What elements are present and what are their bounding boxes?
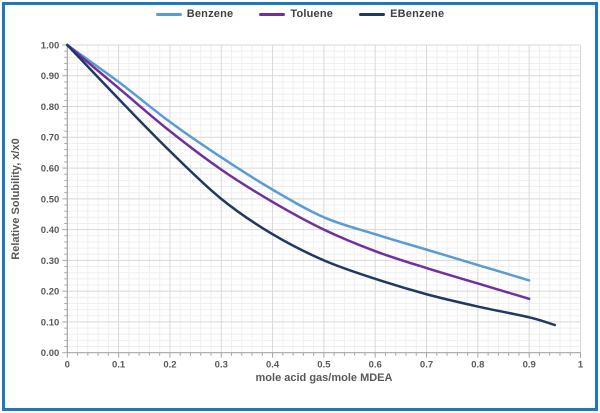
- x-tick-label: 1: [578, 360, 584, 371]
- legend-item-ebenzene: EBenzene: [359, 8, 444, 20]
- y-tick-label: 0.50: [41, 194, 60, 205]
- x-tick-label: 0.8: [471, 360, 484, 371]
- x-tick-label: 0.7: [420, 360, 433, 371]
- y-tick-label: 0.00: [41, 348, 60, 359]
- y-tick-label: 0.20: [41, 287, 60, 298]
- y-tick-label: 0.80: [41, 102, 60, 113]
- legend-item-toluene: Toluene: [259, 8, 333, 20]
- legend-label-ebenzene: EBenzene: [390, 8, 445, 20]
- y-tick-label: 0.10: [41, 317, 60, 328]
- series-lines: [66, 43, 557, 327]
- y-axis-tick-labels: 0.00 0.10 0.20 0.30 0.40 0.50 0.60 0.70 0.80 0.90…: [41, 40, 60, 359]
- chart-legend: Benzene Toluene EBenzene: [0, 8, 600, 20]
- x-tick-label: 0: [65, 360, 70, 371]
- y-tick-label: 0.90: [41, 71, 60, 82]
- legend-label-benzene: Benzene: [186, 8, 234, 20]
- series-line-ebenzene: [66, 43, 557, 327]
- legend-label-toluene: Toluene: [290, 8, 334, 20]
- y-axis-title: Relative Solubility, x/x0: [10, 138, 22, 260]
- x-tick-label: 0.6: [369, 360, 382, 371]
- x-tick-label: 0.5: [317, 360, 331, 371]
- y-tick-label: 1.00: [41, 40, 60, 51]
- x-axis-tick-labels: 0 0.1 0.2 0.3 0.4 0.5 0.6 0.7 0.8 0.9 1: [65, 360, 584, 371]
- x-tick-label: 0.3: [215, 360, 228, 371]
- axis-ticks: [62, 44, 581, 358]
- y-tick-label: 0.30: [41, 256, 60, 267]
- benzene-line-swatch: [155, 12, 182, 16]
- toluene-line-swatch: [259, 12, 286, 16]
- y-tick-label: 0.40: [41, 225, 60, 236]
- legend-item-benzene: Benzene: [155, 8, 234, 20]
- x-tick-label: 0.9: [523, 360, 536, 371]
- x-tick-label: 0.2: [163, 360, 176, 371]
- y-tick-label: 0.70: [41, 133, 60, 144]
- y-tick-label: 0.60: [41, 163, 60, 174]
- series-line-benzene: [66, 43, 531, 282]
- x-axis-title: mole acid gas/mole MDEA: [255, 372, 393, 384]
- major-gridlines: [67, 44, 581, 353]
- x-tick-label: 0.4: [266, 360, 280, 371]
- ebenzene-line-swatch: [359, 12, 386, 16]
- series-line-toluene: [66, 43, 531, 301]
- x-tick-label: 0.1: [112, 360, 126, 371]
